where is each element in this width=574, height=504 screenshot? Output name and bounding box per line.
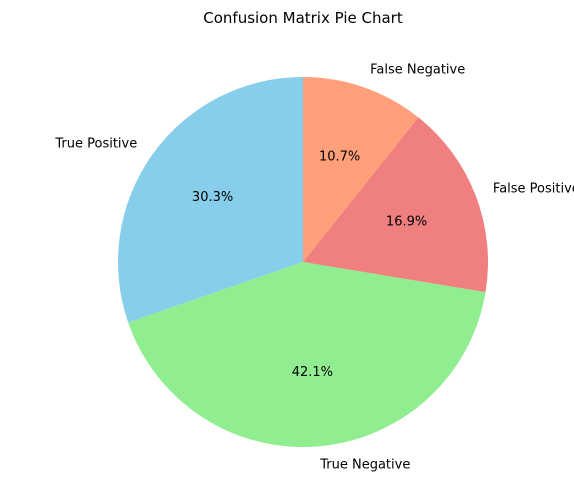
percent-label-false-negative: 10.7% bbox=[319, 150, 360, 165]
percent-label-true-positive: 30.3% bbox=[192, 190, 233, 205]
pie-slices bbox=[117, 77, 489, 448]
pie-labels: True Positive 30.3% True Negative 42.1% Fals… bbox=[54, 62, 574, 472]
percent-label-true-negative: 42.1% bbox=[292, 365, 333, 380]
percent-label-false-positive: 16.9% bbox=[386, 215, 427, 230]
slice-label-true-negative: True Negative bbox=[319, 457, 410, 472]
slice-label-false-negative: False Negative bbox=[370, 62, 465, 77]
slice-label-true-positive: True Positive bbox=[54, 136, 137, 151]
chart-title: Confusion Matrix Pie Chart bbox=[203, 9, 403, 27]
slice-label-false-positive: False Positive bbox=[493, 181, 574, 196]
pie-slice-true-positive bbox=[117, 77, 303, 323]
pie-slice-false-positive bbox=[303, 117, 489, 293]
pie-slice-false-negative bbox=[303, 77, 419, 262]
pie-slice-true-negative bbox=[128, 262, 486, 448]
